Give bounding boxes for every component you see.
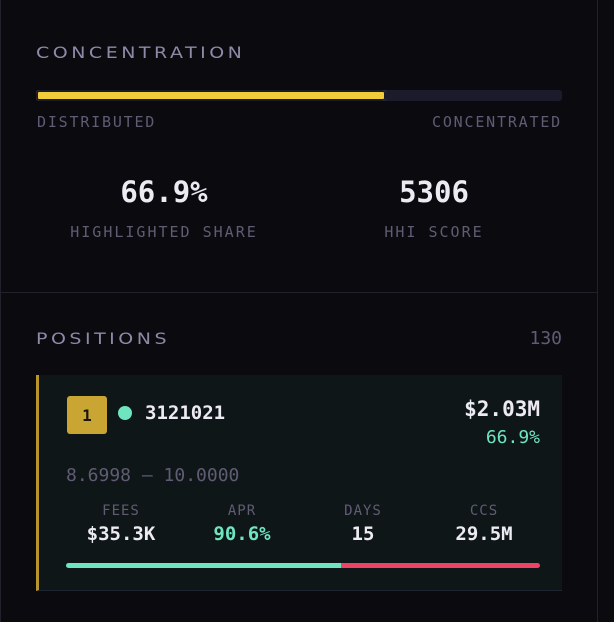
metric-fees-label: FEES <box>102 503 140 519</box>
split-bar-secondary <box>340 563 540 568</box>
metric-apr-value: 90.6% <box>213 523 271 545</box>
concentration-bar-fill <box>36 90 386 101</box>
concentrated-label: CONCENTRATED <box>432 113 562 131</box>
position-value: $2.03M <box>464 397 540 421</box>
split-bar <box>66 563 540 568</box>
metric-apr-label: APR <box>227 503 257 519</box>
metric-ccs: CCS 29.5M <box>429 503 539 545</box>
highlighted-share-label: HIGHLIGHTED SHARE <box>70 223 258 241</box>
price-range: 8.6998 — 10.0000 <box>66 465 240 486</box>
position-id: 3121021 <box>145 402 226 424</box>
status-dot-icon <box>118 406 132 420</box>
metric-days-label: DAYS <box>344 503 382 519</box>
split-bar-primary <box>66 563 341 568</box>
concentration-bar <box>36 90 562 101</box>
metric-ccs-value: 29.5M <box>455 523 513 545</box>
position-share: 66.9% <box>485 427 540 448</box>
metric-fees: FEES $35.3K <box>66 503 176 545</box>
position-card[interactable]: 1 3121021 $2.03M 66.9% 8.6998 — 10.0000 … <box>36 375 562 591</box>
positions-title: POSITIONS <box>36 330 171 349</box>
concentration-title: CONCENTRATION <box>36 44 246 63</box>
highlighted-share-value: 66.9% <box>120 175 208 209</box>
hhi-score-label: HHI SCORE <box>384 223 484 241</box>
positions-count: 130 <box>529 328 562 349</box>
positions-panel <box>0 292 598 622</box>
metric-ccs-label: CCS <box>469 503 499 519</box>
metric-apr: APR 90.6% <box>187 503 297 545</box>
metric-fees-value: $35.3K <box>86 523 156 545</box>
rank-badge: 1 <box>67 396 107 434</box>
metric-days-value: 15 <box>351 523 375 545</box>
metric-days: DAYS 15 <box>308 503 418 545</box>
distributed-label: DISTRIBUTED <box>37 113 157 131</box>
hhi-score-value: 5306 <box>399 175 469 209</box>
